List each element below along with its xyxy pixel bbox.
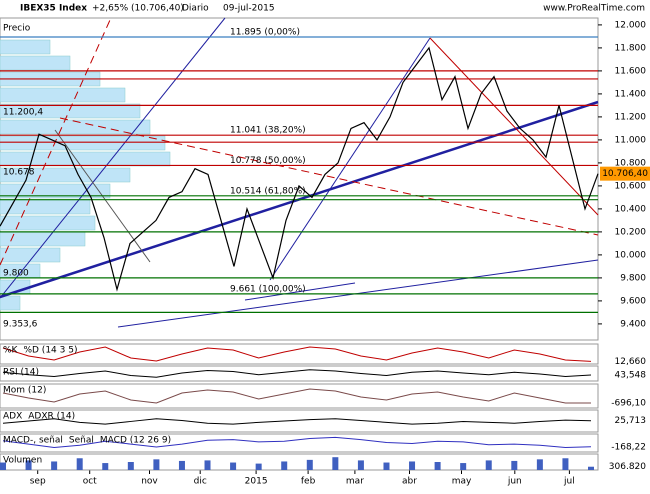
y-tick-label: 11.600 xyxy=(615,66,647,76)
volume-bar xyxy=(511,460,518,470)
y-tick-label: 11.400 xyxy=(615,89,647,99)
volume-bar xyxy=(230,462,237,470)
indicator-name: %K xyxy=(3,346,19,356)
volume-bar xyxy=(25,460,32,470)
indicator-name: Señal xyxy=(69,436,94,446)
indicator-last: -168,22 xyxy=(611,442,646,452)
symbol: IBEX35 Index xyxy=(20,4,87,14)
level-label: 11.041 (38,20%) xyxy=(230,126,306,136)
volume-bar xyxy=(460,463,467,470)
y-tick-label: 12.000 xyxy=(615,20,647,30)
side-label: 10.678 xyxy=(3,167,35,177)
side-label: 11.200,4 xyxy=(3,107,43,117)
volume-bar xyxy=(306,459,313,470)
indicator-panel xyxy=(0,433,599,453)
indicator-last: 25,713 xyxy=(615,416,647,426)
indicator-last: -696,10 xyxy=(611,398,646,408)
indicator-panel xyxy=(0,365,599,382)
indicator-line xyxy=(2,346,592,362)
x-tick-label: sep xyxy=(30,477,46,487)
x-tick-label: jun xyxy=(507,477,522,487)
indicator-name: MACD-, señal xyxy=(3,436,63,446)
last-price-label: 10.706,40 xyxy=(602,169,648,179)
indicator-last: 306.820 xyxy=(609,462,646,472)
volume-bar xyxy=(178,460,185,470)
indicator-last: 43,548 xyxy=(615,371,647,381)
volume-bar xyxy=(255,463,262,470)
indicator-name: Mom (12) xyxy=(3,386,46,396)
x-tick-label: dic xyxy=(194,477,207,487)
x-tick-label: mar xyxy=(346,477,364,487)
y-tick-label: 11.200 xyxy=(615,112,647,122)
y-tick-label: 11.000 xyxy=(615,135,647,145)
x-tick-label: oct xyxy=(83,477,97,487)
indicator-panel xyxy=(0,343,599,365)
indicator-name: ADX xyxy=(3,412,22,422)
y-tick-label: 10.400 xyxy=(615,204,647,214)
indicator-name: Volumen xyxy=(3,456,42,466)
x-tick-label: nov xyxy=(141,477,158,487)
indicator-panel xyxy=(0,383,599,409)
level-label: 10.514 (61,80%) xyxy=(230,186,306,196)
indicator-panel xyxy=(0,453,599,471)
y-tick-label: 10.600 xyxy=(615,181,647,191)
indicator-line xyxy=(2,369,592,378)
y-tick-label: 9.600 xyxy=(620,296,646,306)
level-label: 10.778 (50,00%) xyxy=(230,156,306,166)
volume-bar xyxy=(409,461,416,470)
volume-bar xyxy=(0,462,6,470)
y-tick-label: 10.200 xyxy=(615,227,647,237)
change: +2,65% (10.706,40) xyxy=(92,4,184,14)
volume-bar xyxy=(332,457,339,470)
x-tick-label: feb xyxy=(301,477,316,487)
x-tick-label: may xyxy=(452,477,472,487)
indicator-line xyxy=(2,418,592,425)
y-tick-label: 9.800 xyxy=(620,273,646,283)
indicator-line xyxy=(2,388,592,404)
volume-bar xyxy=(102,463,109,470)
volume-bar xyxy=(562,458,569,470)
period: Diario xyxy=(182,4,209,14)
indicator-name: MACD (12 26 9) xyxy=(100,436,171,446)
side-label: 9.800 xyxy=(3,268,29,278)
price-line xyxy=(0,46,599,292)
volume-bar xyxy=(485,460,492,470)
site: www.ProRealTime.com xyxy=(543,4,645,14)
indicator-last: 12,660 xyxy=(615,357,647,367)
level-label: 9.661 (100,00%) xyxy=(230,284,306,294)
side-label: 9.353,6 xyxy=(3,320,38,330)
volume-bar xyxy=(434,462,441,470)
volume-bar xyxy=(204,460,211,470)
y-tick-label: 10.800 xyxy=(615,158,647,168)
y-tick-label: 11.800 xyxy=(615,43,647,53)
y-tick-label: 10.000 xyxy=(615,250,647,260)
volume-bar xyxy=(153,459,160,470)
y-tick-label: 9.400 xyxy=(620,319,646,329)
volume-bar xyxy=(357,460,364,470)
last-price-box xyxy=(600,166,650,181)
indicator-name: RSI (14) xyxy=(3,368,39,378)
volume-bar xyxy=(536,459,543,470)
volume-bar xyxy=(588,466,594,470)
volume-bar xyxy=(127,462,134,470)
level-label: 11.895 (0,00%) xyxy=(230,27,300,37)
x-tick-label: jul xyxy=(563,477,575,487)
x-tick-label: 2015 xyxy=(245,477,268,487)
volume-bar xyxy=(281,461,288,470)
volume-bar xyxy=(76,458,83,470)
price-label: Precio xyxy=(3,24,31,34)
volume-bar xyxy=(51,461,58,470)
indicator-name: %D (14 3 5) xyxy=(23,346,77,356)
date: 09-jul-2015 xyxy=(223,4,275,14)
indicator-line xyxy=(2,436,592,449)
indicator-panel xyxy=(0,409,599,433)
indicator-name: ADXR (14) xyxy=(28,412,75,422)
volume-bar xyxy=(383,462,390,470)
x-tick-label: abr xyxy=(402,477,417,487)
